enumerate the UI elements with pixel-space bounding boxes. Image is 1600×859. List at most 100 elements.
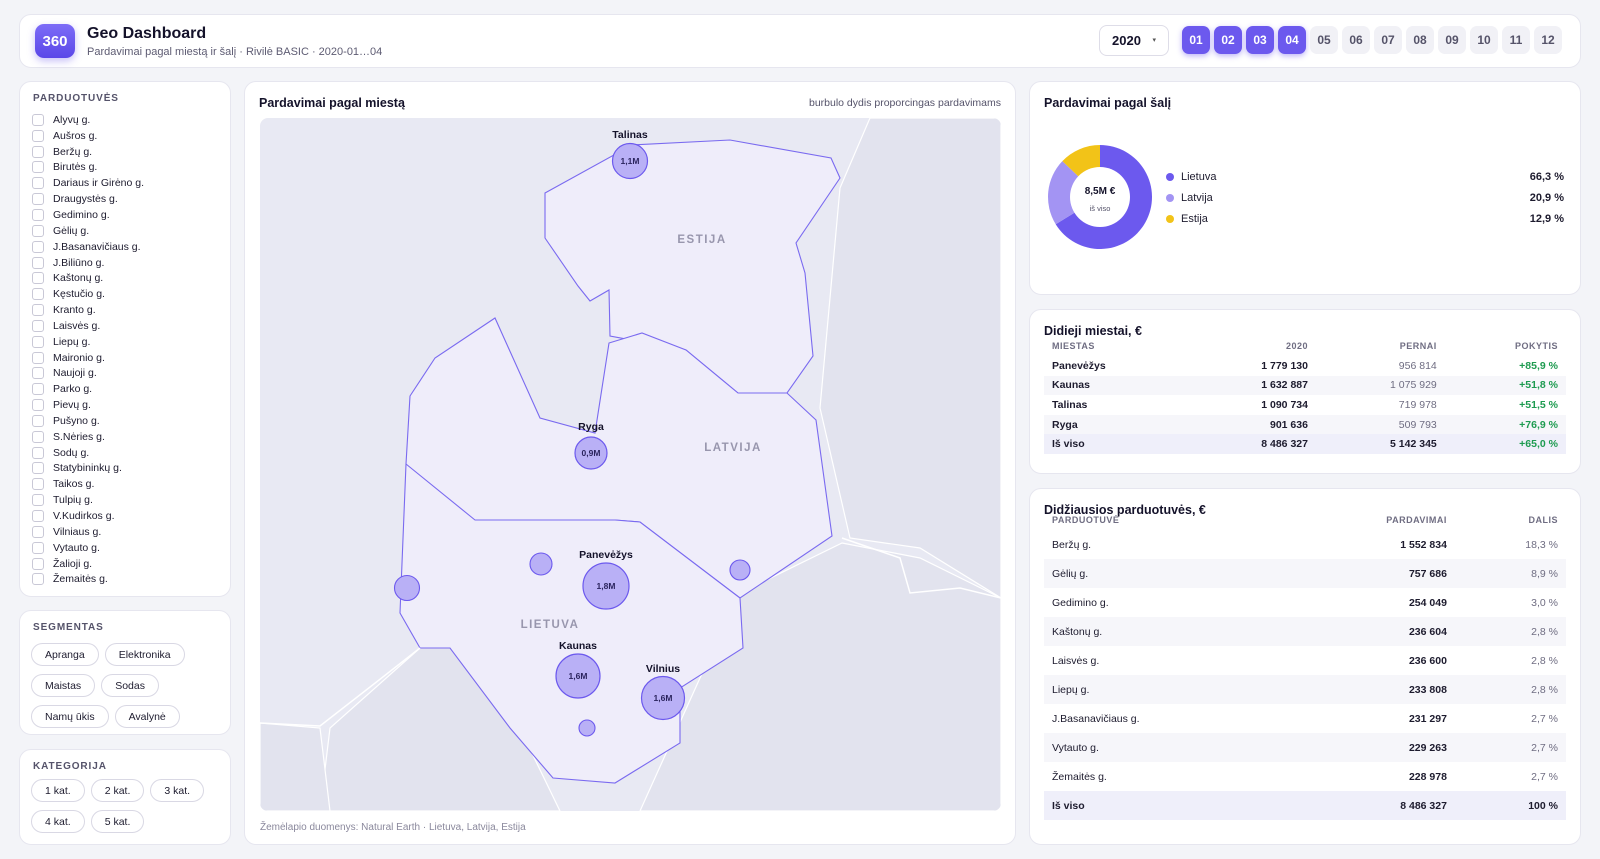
store-filter-item[interactable]: Žalioji g. bbox=[32, 556, 144, 572]
column-header[interactable]: 2020 bbox=[1285, 341, 1308, 351]
store-checkbox[interactable] bbox=[32, 399, 44, 412]
table-row[interactable]: Žemaitės g. 228 978 2,7 % bbox=[1044, 762, 1566, 791]
store-checkbox[interactable] bbox=[32, 573, 44, 586]
table-row[interactable]: Talinas 1 090 734 719 978 +51,5 % bbox=[1044, 395, 1566, 415]
table-row[interactable]: Vytauto g. 229 263 2,7 % bbox=[1044, 733, 1566, 762]
store-filter-item[interactable]: Taikos g. bbox=[32, 476, 144, 492]
month-button-01[interactable]: 01 bbox=[1182, 26, 1210, 54]
store-filter-item[interactable]: Gėlių g. bbox=[32, 223, 144, 239]
store-checkbox[interactable] bbox=[32, 288, 44, 301]
store-checkbox[interactable] bbox=[32, 224, 44, 237]
category-chip[interactable]: 4 kat. bbox=[31, 810, 85, 833]
month-button-03[interactable]: 03 bbox=[1246, 26, 1274, 54]
store-filter-item[interactable]: Birutės g. bbox=[32, 160, 144, 176]
table-row[interactable]: Beržų g. 1 552 834 18,3 % bbox=[1044, 530, 1566, 559]
store-filter-item[interactable]: Kęstučio g. bbox=[32, 286, 144, 302]
year-select[interactable]: 2020 ▾ bbox=[1099, 25, 1169, 56]
store-checkbox[interactable] bbox=[32, 367, 44, 380]
store-filter-item[interactable]: J.Basanavičiaus g. bbox=[32, 239, 144, 255]
month-button-11[interactable]: 11 bbox=[1502, 26, 1530, 54]
month-button-06[interactable]: 06 bbox=[1342, 26, 1370, 54]
store-filter-item[interactable]: Alyvų g. bbox=[32, 112, 144, 128]
store-checkbox[interactable] bbox=[32, 256, 44, 269]
store-checkbox[interactable] bbox=[32, 462, 44, 475]
city-bubble-small[interactable] bbox=[578, 719, 596, 737]
store-filter-item[interactable]: Gedimino g. bbox=[32, 207, 144, 223]
table-row[interactable]: Gėlių g. 757 686 8,9 % bbox=[1044, 559, 1566, 588]
table-row[interactable]: Ryga 901 636 509 793 +76,9 % bbox=[1044, 414, 1566, 435]
table-row[interactable]: Liepų g. 233 808 2,8 % bbox=[1044, 675, 1566, 704]
store-checkbox[interactable] bbox=[32, 478, 44, 491]
segment-chip[interactable]: Avalynė bbox=[114, 705, 180, 728]
month-button-10[interactable]: 10 bbox=[1470, 26, 1498, 54]
category-chip[interactable]: 1 kat. bbox=[31, 779, 85, 802]
column-header[interactable]: PARDAVIMAI bbox=[1386, 515, 1447, 525]
column-header[interactable]: PARDUOTUVĖ bbox=[1052, 515, 1120, 525]
store-checkbox[interactable] bbox=[32, 319, 44, 332]
month-button-07[interactable]: 07 bbox=[1374, 26, 1402, 54]
store-filter-item[interactable]: Kranto g. bbox=[32, 302, 144, 318]
store-filter-item[interactable]: Parko g. bbox=[32, 381, 144, 397]
category-chip[interactable]: 3 kat. bbox=[150, 779, 205, 802]
store-checkbox[interactable] bbox=[32, 430, 44, 443]
store-checkbox[interactable] bbox=[32, 145, 44, 158]
store-checkbox[interactable] bbox=[32, 113, 44, 126]
store-filter-item[interactable]: Dariaus ir Girėno g. bbox=[32, 175, 144, 191]
store-checkbox[interactable] bbox=[32, 351, 44, 364]
store-filter-item[interactable]: Pušyno g. bbox=[32, 413, 144, 429]
month-button-12[interactable]: 12 bbox=[1534, 26, 1562, 54]
city-bubble-panevezys[interactable] bbox=[582, 562, 630, 610]
month-button-02[interactable]: 02 bbox=[1214, 26, 1242, 54]
store-filter-item[interactable]: Aušros g. bbox=[32, 128, 144, 144]
store-checkbox[interactable] bbox=[32, 193, 44, 206]
store-filter-item[interactable]: Laisvės g. bbox=[32, 318, 144, 334]
store-checkbox[interactable] bbox=[32, 335, 44, 348]
store-checkbox[interactable] bbox=[32, 129, 44, 142]
segment-chip[interactable]: Namų ūkis bbox=[31, 705, 109, 728]
map-canvas[interactable]: ESTIJA LATVIJA LIETUVA Talinas 1,1M Ryga… bbox=[260, 118, 1001, 811]
store-filter-item[interactable]: Maironio g. bbox=[32, 350, 144, 366]
store-checkbox[interactable] bbox=[32, 414, 44, 427]
segment-chip[interactable]: Apranga bbox=[31, 643, 99, 666]
city-bubble-riga[interactable] bbox=[574, 436, 608, 470]
city-bubble-small[interactable] bbox=[393, 574, 421, 602]
store-filter-item[interactable]: Tulpių g. bbox=[32, 492, 144, 508]
store-filter-item[interactable]: S.Nėries g. bbox=[32, 429, 144, 445]
store-checkbox[interactable] bbox=[32, 494, 44, 507]
store-checkbox[interactable] bbox=[32, 304, 44, 317]
table-row[interactable]: Gedimino g. 254 049 3,0 % bbox=[1044, 588, 1566, 617]
table-row[interactable]: J.Basanavičiaus g. 231 297 2,7 % bbox=[1044, 704, 1566, 733]
store-filter-item[interactable]: Žemaitės g. bbox=[32, 571, 144, 587]
store-filter-item[interactable]: Draugystės g. bbox=[32, 191, 144, 207]
category-chip[interactable]: 5 kat. bbox=[90, 810, 145, 833]
baltic-map[interactable]: ESTIJA LATVIJA LIETUVA Talinas 1,1M Ryga… bbox=[260, 118, 1001, 811]
table-row[interactable]: Laisvės g. 236 600 2,8 % bbox=[1044, 646, 1566, 675]
column-header[interactable]: MIESTAS bbox=[1052, 341, 1095, 351]
store-checkbox[interactable] bbox=[32, 177, 44, 190]
segment-chip[interactable]: Elektronika bbox=[104, 643, 185, 666]
store-filter-item[interactable]: Statybininkų g. bbox=[32, 461, 144, 477]
store-checkbox[interactable] bbox=[32, 208, 44, 221]
month-button-09[interactable]: 09 bbox=[1438, 26, 1466, 54]
store-checkbox[interactable] bbox=[32, 240, 44, 253]
store-filter-item[interactable]: Beržų g. bbox=[32, 144, 144, 160]
column-header[interactable]: POKYTIS bbox=[1514, 341, 1558, 351]
store-filter-item[interactable]: Liepų g. bbox=[32, 334, 144, 350]
store-checkbox[interactable] bbox=[32, 541, 44, 554]
store-checkbox[interactable] bbox=[32, 161, 44, 174]
table-row[interactable]: Kaštonų g. 236 604 2,8 % bbox=[1044, 617, 1566, 646]
month-button-08[interactable]: 08 bbox=[1406, 26, 1434, 54]
store-filter-item[interactable]: Naujoji g. bbox=[32, 366, 144, 382]
store-checkbox[interactable] bbox=[32, 510, 44, 523]
month-button-04[interactable]: 04 bbox=[1278, 26, 1306, 54]
store-checkbox[interactable] bbox=[32, 446, 44, 459]
store-checkbox[interactable] bbox=[32, 272, 44, 285]
store-filter-item[interactable]: Kaštonų g. bbox=[32, 270, 144, 286]
city-bubble-tallinn[interactable] bbox=[611, 142, 649, 180]
city-bubble-vilnius[interactable] bbox=[640, 675, 686, 721]
category-chip[interactable]: 2 kat. bbox=[90, 779, 145, 802]
store-checkbox[interactable] bbox=[32, 557, 44, 570]
store-filter-item[interactable]: J.Biliūno g. bbox=[32, 255, 144, 271]
segment-chip[interactable]: Maistas bbox=[31, 674, 96, 697]
store-filter-item[interactable]: Vytauto g. bbox=[32, 540, 144, 556]
